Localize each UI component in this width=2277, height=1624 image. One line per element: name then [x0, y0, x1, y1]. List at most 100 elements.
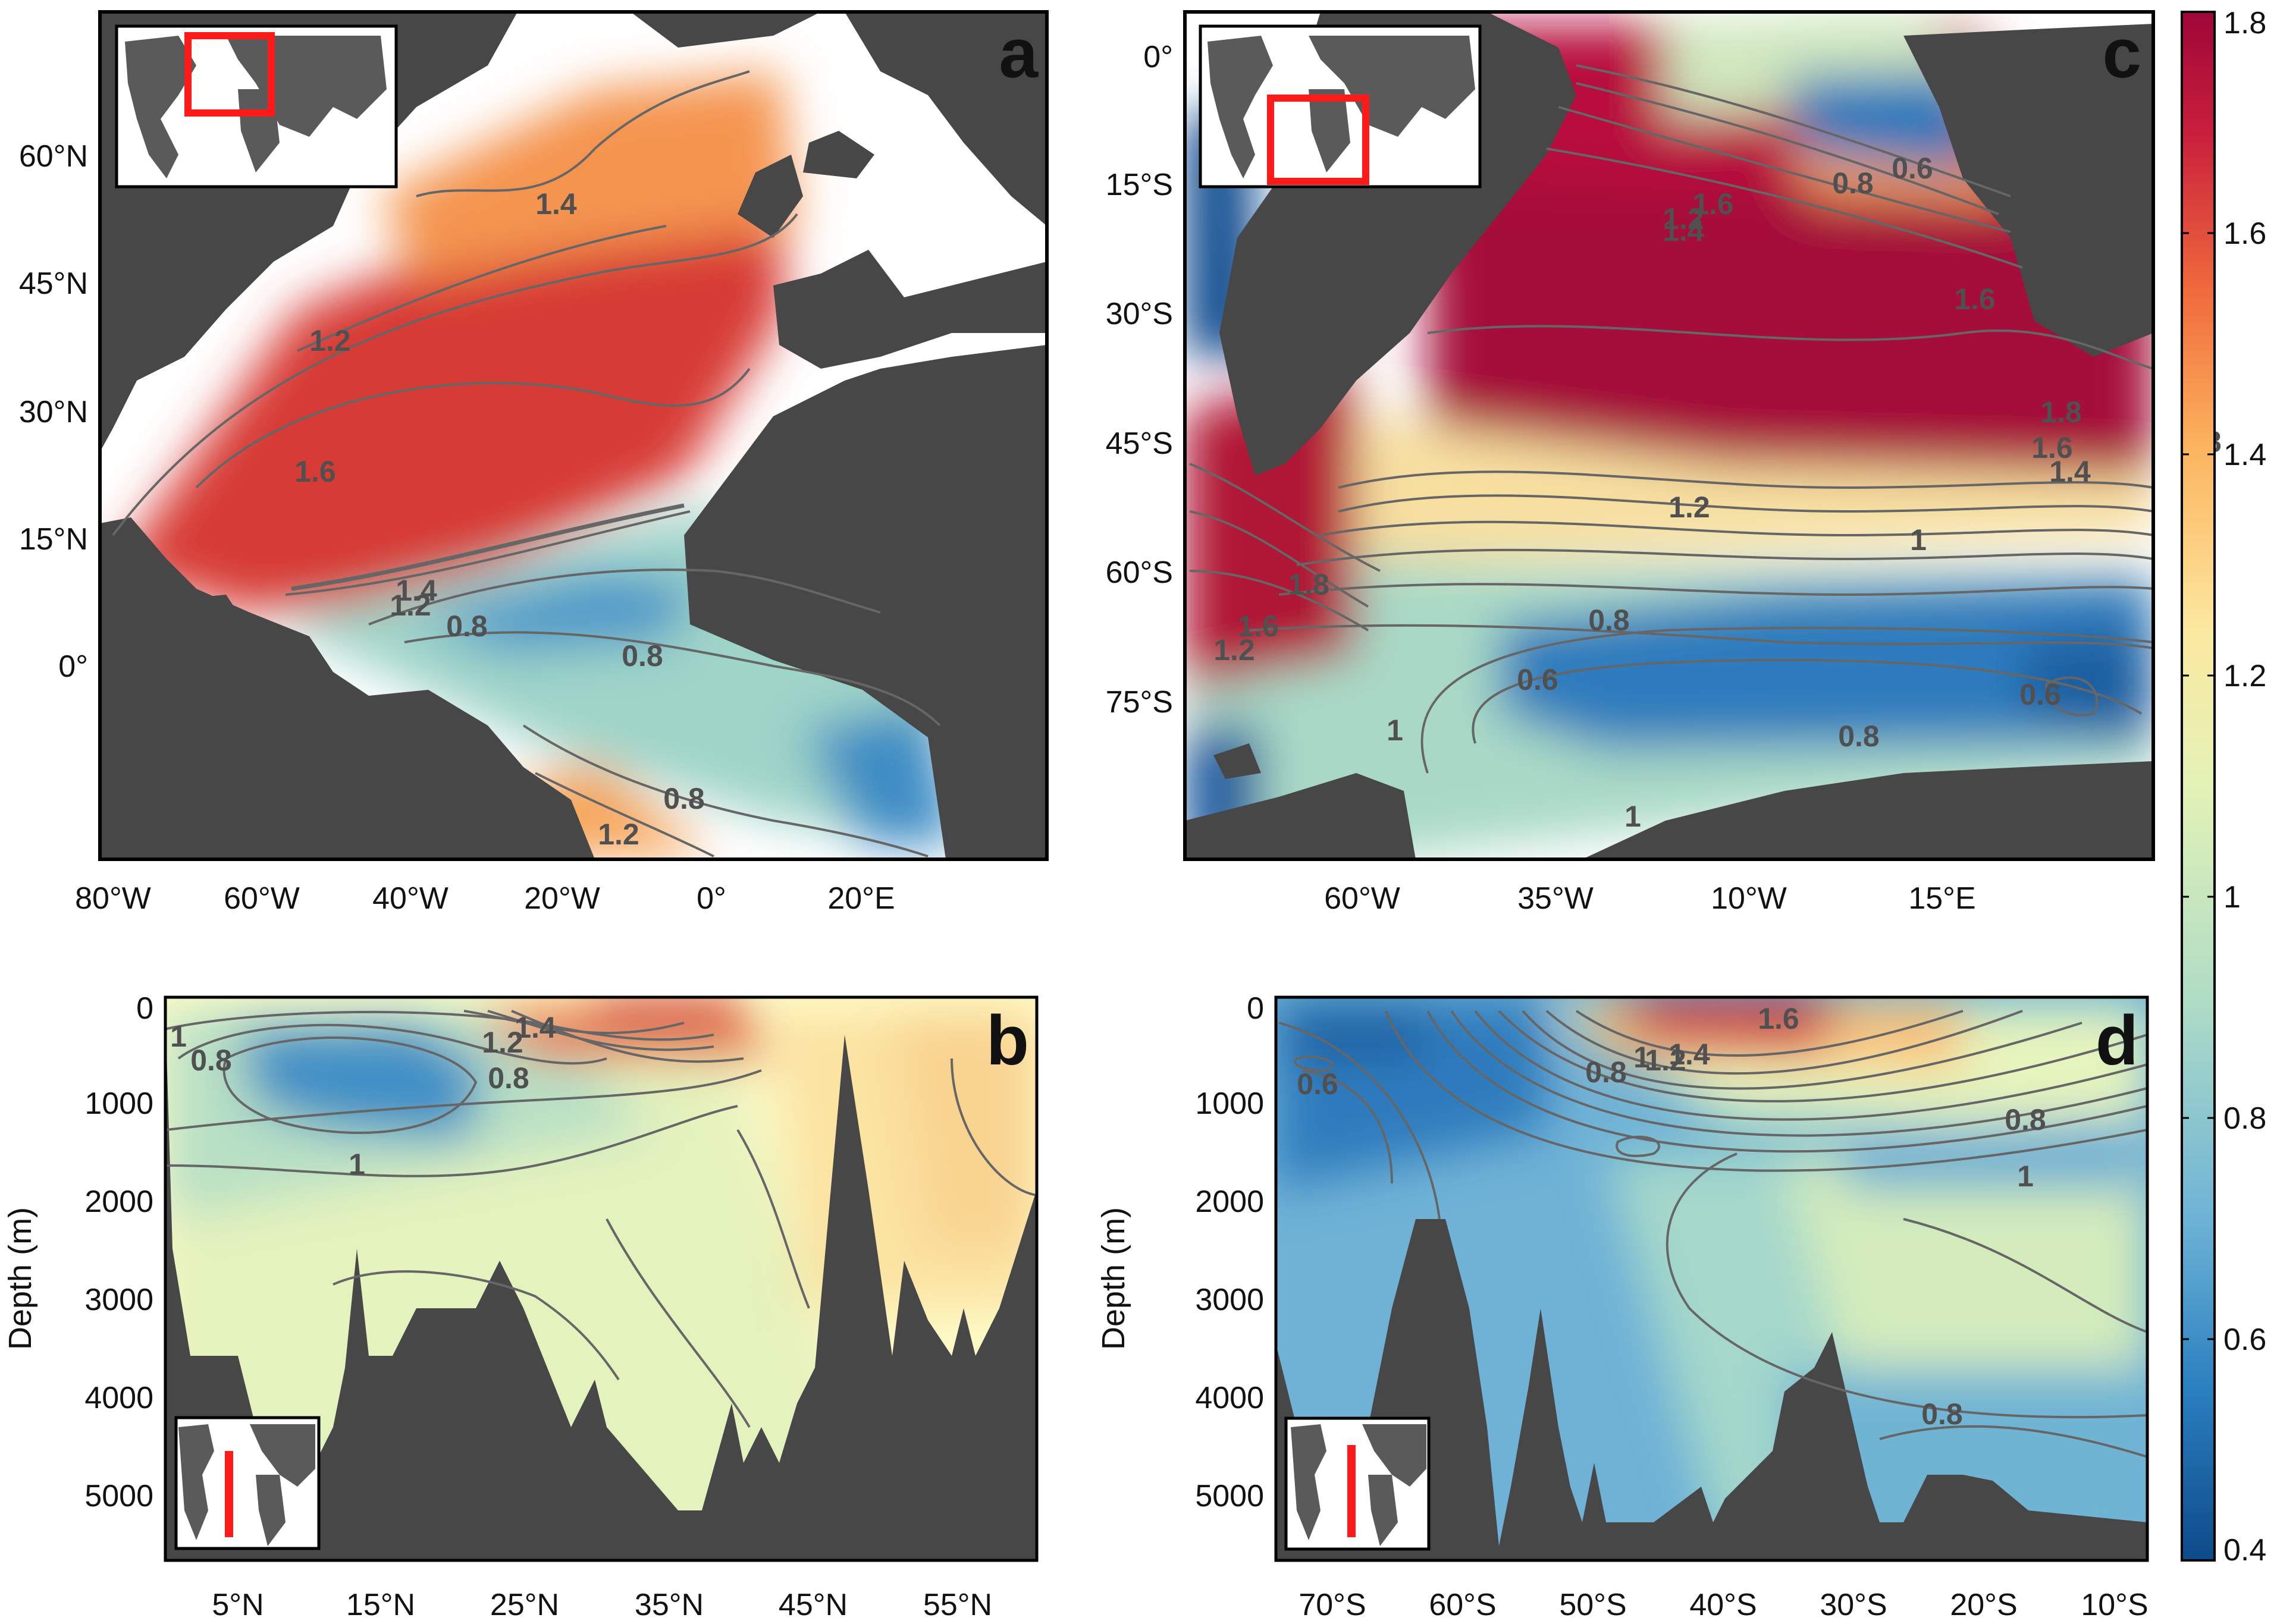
- contour-label: 1: [2017, 1160, 2034, 1193]
- panel-a-x-ticks: 80°W 60°W 40°W 20°W 0° 20°E: [75, 881, 895, 916]
- y-tick-label: 0°: [58, 649, 88, 684]
- panel-d-section: [1274, 995, 2149, 1562]
- panel-c-contour-labels: 0.80.61.21.41.61.61.81.61.81.41.210.80.6…: [1213, 152, 2222, 833]
- y-tick-label: 4000: [84, 1381, 153, 1415]
- panel-a-label: a: [999, 14, 1039, 93]
- y-tick-label: 60°S: [1106, 555, 1173, 590]
- contour-label: 1: [349, 1148, 365, 1181]
- y-tick-label: 4000: [1195, 1381, 1264, 1415]
- x-tick-label: 5°N: [212, 1588, 264, 1622]
- panel-b-inset-map: [174, 1416, 321, 1550]
- x-tick-label: 35°N: [635, 1588, 704, 1622]
- panel-c-map: [1183, 10, 2155, 861]
- panel-c-inset-map: [1199, 24, 1482, 189]
- y-tick-label: 5000: [1195, 1479, 1264, 1513]
- panel-c-y-ticks: 0° 15°S 30°S 45°S 60°S 75°S: [1106, 40, 1173, 720]
- panel-d-label: d: [2096, 1001, 2138, 1080]
- x-tick-label: 25°N: [490, 1588, 559, 1622]
- panel-a-contour-labels: 1.41.21.61.41.20.80.80.81.2: [294, 187, 705, 851]
- x-tick-label: 40°S: [1689, 1588, 1757, 1622]
- contour-label: 1.8: [2040, 395, 2082, 429]
- contour-label: 0.8: [488, 1061, 529, 1095]
- colorbar-tick-label: 1.8: [2223, 6, 2266, 40]
- contour-label: 1.6: [1758, 1002, 1799, 1035]
- y-tick-label: 0: [136, 991, 153, 1026]
- panel-c-label: c: [2102, 14, 2141, 93]
- y-tick-label: 15°N: [19, 522, 88, 557]
- x-tick-label: 50°S: [1559, 1588, 1626, 1622]
- panel-a-y-ticks: 60°N 45°N 30°N 15°N 0°: [19, 139, 88, 684]
- contour-label: 1.4: [1663, 214, 1704, 247]
- x-tick-label: 20°W: [524, 881, 600, 916]
- contour-label: 1.2: [1645, 1044, 1686, 1077]
- panel-c-x-ticks: 60°W 35°W 10°W 15°E: [1324, 881, 1976, 916]
- y-tick-label: 15°S: [1106, 168, 1173, 202]
- x-tick-label: 20°E: [827, 881, 895, 916]
- panel-b-y-ticks: 0 1000 2000 3000 4000 5000: [84, 991, 153, 1513]
- x-tick-label: 55°N: [923, 1588, 992, 1622]
- y-tick-label: 3000: [1195, 1283, 1264, 1317]
- contour-label: 1.4: [515, 1011, 556, 1044]
- x-tick-label: 60°S: [1429, 1588, 1496, 1622]
- contour-label: 0.8: [1832, 167, 1874, 200]
- contour-label: 0.8: [446, 610, 488, 643]
- contour-label: 0.6: [1892, 152, 1933, 185]
- panel-a-map: [98, 10, 1049, 861]
- contour-label: 0.8: [1921, 1397, 1963, 1431]
- y-tick-label: 30°N: [19, 395, 88, 429]
- panel-b-ylabel: Depth (m): [2, 1207, 38, 1350]
- panel-a-inset-map: [115, 24, 398, 189]
- contour-label: 0.8: [622, 639, 663, 673]
- contour-label: 0.8: [1838, 720, 1880, 753]
- panel-b-label: b: [986, 1001, 1029, 1080]
- colorbar-tick-label: 1.6: [2223, 216, 2266, 251]
- x-tick-label: 10°S: [2081, 1588, 2148, 1622]
- colorbar-tick-label: 1: [2223, 880, 2241, 915]
- y-tick-label: 0°: [1143, 40, 1173, 74]
- contour-label: 0.8: [1585, 1056, 1627, 1089]
- contour-label: 1.6: [1237, 610, 1279, 643]
- panel-d-ylabel: Depth (m): [1096, 1207, 1131, 1350]
- colorbar-ticks: 1.8 1.6 1.4 1.2 1 0.8 0.6 0.4: [2182, 6, 2266, 1568]
- contour-label: 1.2: [1213, 633, 1255, 667]
- x-tick-label: 20°S: [1950, 1588, 2017, 1622]
- contour-label: 1.2: [309, 324, 351, 357]
- contour-label: 0.8: [190, 1044, 232, 1077]
- x-tick-label: 60°W: [224, 881, 300, 916]
- y-tick-label: 1000: [1195, 1086, 1264, 1121]
- x-tick-label: 0°: [697, 881, 726, 916]
- contour-label: 1.4: [1668, 1038, 1710, 1071]
- contour-label: 0.8: [2005, 1103, 2046, 1136]
- contour-label: 1: [1633, 1041, 1650, 1074]
- panel-b-section: [164, 995, 1039, 1562]
- contour-label: 0.8: [663, 782, 705, 815]
- contour-label: 1.2: [1668, 491, 1710, 524]
- panel-d-contour-labels: 1.60.6 0.8 11.21.40.810.8: [1297, 1002, 2046, 1431]
- colorbar: 1.8 1.6 1.4 1.2 1 0.8 0.6 0.4: [2181, 6, 2266, 1568]
- y-tick-label: 3000: [84, 1283, 153, 1317]
- y-tick-label: 0: [1247, 991, 1264, 1026]
- colorbar-gradient: [2181, 11, 2216, 1562]
- contour-label: 1.6: [294, 455, 336, 488]
- contour-label: 1.4: [535, 187, 577, 221]
- contour-label: 1.6: [2031, 431, 2073, 464]
- contour-label: 1.8: [1288, 568, 1329, 601]
- colorbar-tick-label: 0.4: [2223, 1533, 2266, 1568]
- contour-label: 1: [1387, 714, 1403, 747]
- x-tick-label: 45°N: [779, 1588, 848, 1622]
- x-tick-label: 80°W: [75, 881, 151, 916]
- y-tick-label: 2000: [1195, 1185, 1264, 1219]
- panel-d-x-ticks: 70°S 60°S 50°S 40°S 30°S 20°S 10°S: [1299, 1588, 2148, 1622]
- contour-label: 0.6: [2019, 678, 2061, 711]
- y-tick-label: 5000: [84, 1479, 153, 1513]
- contour-label: 1: [170, 1020, 187, 1053]
- contour-label: 1.2: [1663, 202, 1704, 235]
- contour-label: 1: [1910, 523, 1927, 557]
- colorbar-tick-label: 0.8: [2223, 1101, 2266, 1136]
- x-tick-label: 30°S: [1820, 1588, 1887, 1622]
- x-tick-label: 60°W: [1324, 881, 1400, 916]
- panel-b-x-ticks: 5°N 15°N 25°N 35°N 45°N 55°N: [212, 1588, 992, 1622]
- contour-label: 0.6: [1517, 663, 1558, 696]
- contour-label: 1.2: [390, 589, 431, 622]
- contour-label: 1.6: [1954, 282, 1996, 316]
